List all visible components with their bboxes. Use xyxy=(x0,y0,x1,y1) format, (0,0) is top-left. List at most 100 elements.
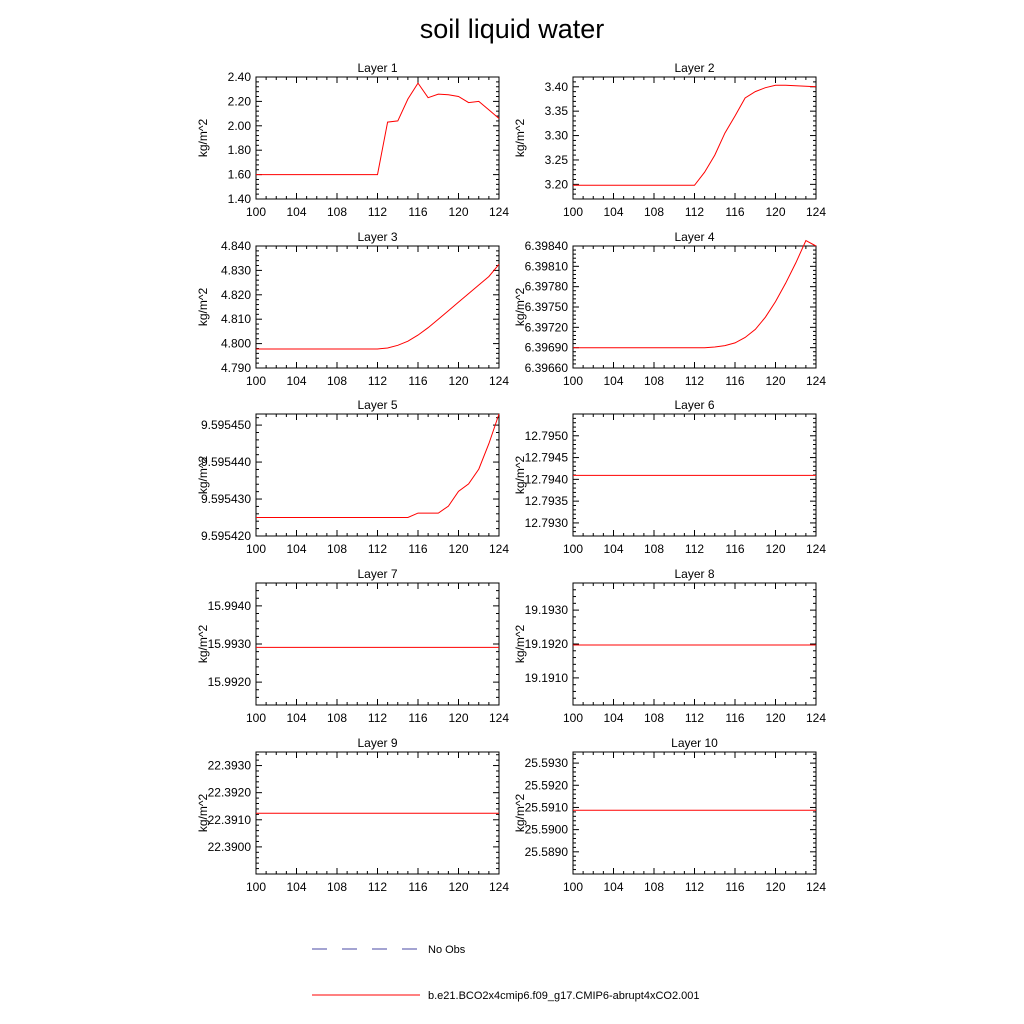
y-tick-label: 15.9930 xyxy=(208,637,252,651)
y-tick-label: 3.40 xyxy=(545,80,569,94)
x-tick-label: 124 xyxy=(806,205,826,219)
x-tick-label: 124 xyxy=(806,880,826,894)
y-axis-label: kg/m^2 xyxy=(513,288,527,327)
x-tick-label: 116 xyxy=(408,711,427,725)
x-tick-label: 116 xyxy=(408,374,427,388)
y-axis-label: kg/m^2 xyxy=(513,119,527,158)
x-tick-label: 108 xyxy=(327,374,347,388)
x-tick-label: 124 xyxy=(806,711,826,725)
x-tick-label: 100 xyxy=(246,205,266,219)
y-tick-label: 12.7935 xyxy=(525,494,569,508)
y-tick-label: 4.810 xyxy=(221,312,251,326)
x-tick-label: 112 xyxy=(368,880,387,894)
x-tick-label: 100 xyxy=(563,880,583,894)
x-tick-label: 120 xyxy=(448,374,468,388)
x-tick-label: 124 xyxy=(489,205,509,219)
plot-frame xyxy=(572,751,817,875)
panel-title: Layer 8 xyxy=(674,567,714,581)
y-tick-label: 25.5930 xyxy=(525,756,569,770)
legend: No Obs b.e21.BCO2x4cmip6.f09_g17.CMIP6-ab… xyxy=(312,944,700,1002)
x-tick-label: 116 xyxy=(725,205,744,219)
x-tick-label: 100 xyxy=(246,880,266,894)
y-tick-label: 25.5890 xyxy=(525,845,569,859)
panel-title: Layer 2 xyxy=(674,61,714,75)
y-tick-label: 4.830 xyxy=(221,263,251,277)
y-tick-label: 9.595440 xyxy=(201,455,251,469)
y-tick-label: 15.9940 xyxy=(208,599,252,613)
panel-title: Layer 3 xyxy=(357,230,397,244)
panel-title: Layer 6 xyxy=(674,398,714,412)
y-tick-label: 15.9920 xyxy=(208,675,252,689)
chart-panel-10: 100 104 108 112 116 120 124 25.5890 25.5900 25.59… xyxy=(513,736,826,894)
series-line xyxy=(573,84,817,186)
y-tick-label: 4.800 xyxy=(221,337,251,351)
x-tick-label: 124 xyxy=(489,880,509,894)
x-tick-label: 108 xyxy=(327,880,347,894)
x-tick-label: 108 xyxy=(327,205,347,219)
y-tick-label: 6.39720 xyxy=(525,320,569,334)
x-tick-label: 120 xyxy=(765,374,785,388)
y-tick-label: 2.40 xyxy=(228,70,252,84)
y-tick-label: 25.5910 xyxy=(525,800,569,814)
x-tick-label: 104 xyxy=(603,205,623,219)
series-line xyxy=(573,239,817,349)
y-tick-label: 12.7930 xyxy=(525,516,569,530)
x-tick-label: 112 xyxy=(368,711,387,725)
plot-frame xyxy=(572,76,817,200)
y-tick-label: 22.3900 xyxy=(208,840,252,854)
page-title: soil liquid water xyxy=(419,14,605,44)
y-tick-label: 1.40 xyxy=(228,192,252,206)
chart-panel-2: 100 104 108 112 116 120 124 3.20 3.25 3.30 3.35 3.4… xyxy=(513,61,826,219)
legend-no-obs-label: No Obs xyxy=(428,944,466,956)
y-tick-label: 12.7945 xyxy=(525,451,569,465)
y-axis-label: kg/m^2 xyxy=(513,794,527,833)
y-tick-label: 4.840 xyxy=(221,239,251,253)
y-axis-label: kg/m^2 xyxy=(196,288,210,327)
y-tick-label: 19.1920 xyxy=(525,637,569,651)
x-tick-label: 116 xyxy=(725,542,744,556)
x-tick-label: 104 xyxy=(603,880,623,894)
x-tick-label: 112 xyxy=(368,542,387,556)
x-tick-label: 100 xyxy=(246,542,266,556)
y-tick-label: 2.20 xyxy=(228,94,252,108)
x-tick-label: 116 xyxy=(725,374,744,388)
x-tick-label: 112 xyxy=(685,542,704,556)
y-tick-label: 19.1910 xyxy=(525,671,569,685)
x-tick-label: 116 xyxy=(725,711,744,725)
y-tick-label: 3.35 xyxy=(545,104,569,118)
y-tick-label: 6.39750 xyxy=(525,300,569,314)
chart-panel-1: 100 104 108 112 116 120 124 1.40 1.60 1.80 2.00 2.2… xyxy=(196,61,509,219)
x-tick-label: 104 xyxy=(286,374,306,388)
y-axis-label: kg/m^2 xyxy=(196,119,210,158)
x-tick-label: 100 xyxy=(563,542,583,556)
x-tick-label: 124 xyxy=(806,542,826,556)
x-tick-label: 116 xyxy=(408,542,427,556)
x-tick-label: 120 xyxy=(765,880,785,894)
x-tick-label: 100 xyxy=(246,374,266,388)
x-tick-label: 104 xyxy=(603,711,623,725)
x-tick-label: 108 xyxy=(644,880,664,894)
y-tick-label: 2.00 xyxy=(228,119,252,133)
x-tick-label: 120 xyxy=(448,880,468,894)
y-axis-label: kg/m^2 xyxy=(196,794,210,833)
chart-panel-9: 100 104 108 112 116 120 124 22.3900 22.3910 22.39… xyxy=(196,736,509,894)
legend-model-label: b.e21.BCO2x4cmip6.f09_g17.CMIP6-abrupt4x… xyxy=(428,990,700,1002)
chart-panel-6: 100 104 108 112 116 120 124 12.7930 12.7935 12.79… xyxy=(513,398,826,556)
x-tick-label: 108 xyxy=(644,205,664,219)
x-tick-label: 108 xyxy=(327,711,347,725)
x-tick-label: 112 xyxy=(685,374,704,388)
y-tick-label: 6.39810 xyxy=(525,259,569,273)
y-tick-label: 25.5920 xyxy=(525,778,569,792)
x-tick-label: 100 xyxy=(563,374,583,388)
chart-panel-4: 100 104 108 112 116 120 124 6.39660 6.39690 6.397… xyxy=(513,230,826,388)
y-axis-label: kg/m^2 xyxy=(196,456,210,495)
chart-panel-3: 100 104 108 112 116 120 124 4.790 4.800 4.810 4.82… xyxy=(196,230,509,388)
x-tick-label: 112 xyxy=(368,374,387,388)
x-tick-label: 112 xyxy=(685,711,704,725)
x-tick-label: 108 xyxy=(644,542,664,556)
chart-panel-8: 100 104 108 112 116 120 124 19.1910 19.1920 19.19… xyxy=(513,567,826,725)
x-tick-label: 108 xyxy=(644,374,664,388)
x-tick-label: 116 xyxy=(408,880,427,894)
y-tick-label: 25.5900 xyxy=(525,823,569,837)
